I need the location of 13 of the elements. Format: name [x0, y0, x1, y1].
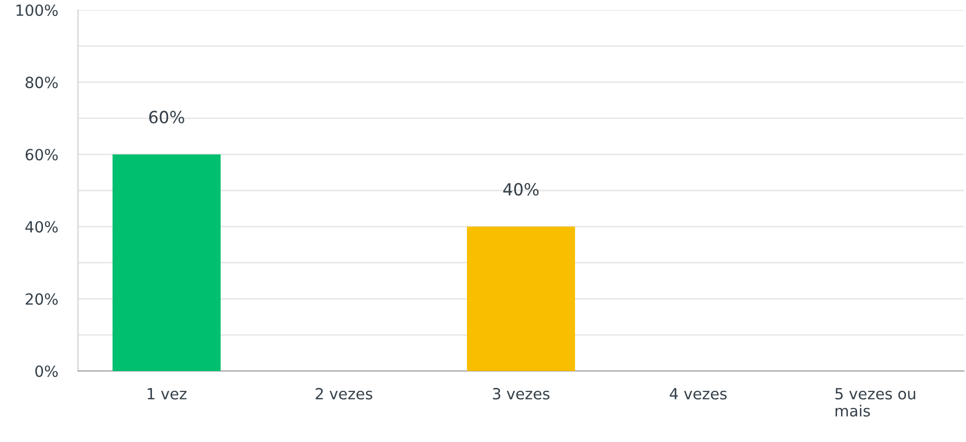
data-label: 60%	[149, 110, 184, 124]
y-tick-label: 80%	[26, 76, 58, 88]
x-tick-label: 1 vez	[148, 388, 186, 400]
data-label: 40%	[503, 182, 539, 196]
y-tick-label: 60%	[26, 148, 58, 160]
x-tick-label: 5 vezes ou mais	[835, 388, 916, 417]
x-tick-label: 2 vezes	[316, 388, 372, 400]
x-tick-label: 4 vezes	[670, 388, 727, 400]
y-tick-label: 40%	[25, 221, 58, 233]
x-tick-label: 3 vezes	[492, 388, 550, 400]
y-tick-label: 0%	[35, 365, 58, 378]
y-tick-label: 100%	[16, 4, 58, 16]
y-tick-label: 20%	[26, 293, 58, 305]
